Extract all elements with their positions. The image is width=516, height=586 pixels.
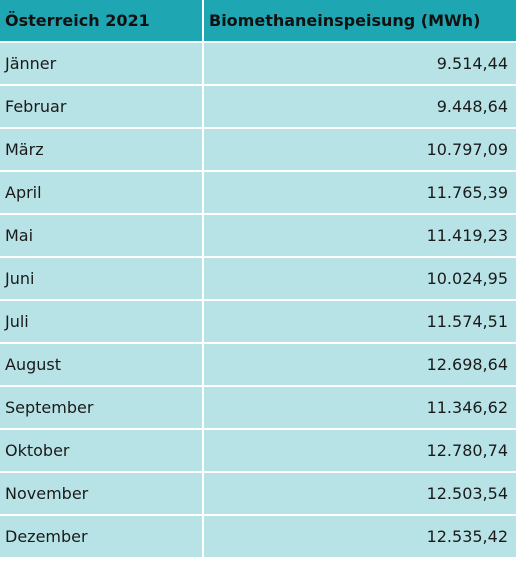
month-cell: Februar [0,84,204,129]
month-cell: November [0,471,204,516]
table-row: Februar 9.448,64 [0,84,516,129]
month-cell: April [0,170,204,215]
month-cell: Juli [0,299,204,344]
table-row: März 10.797,09 [0,127,516,172]
month-cell: Dezember [0,514,204,557]
value-cell: 10.024,95 [202,256,516,301]
table-row: November 12.503,54 [0,471,516,516]
table-header: Österreich 2021 Biomethaneinspeisung (MW… [0,0,516,43]
value-cell: 11.346,62 [202,385,516,430]
month-cell: Mai [0,213,204,258]
value-cell: 9.448,64 [202,84,516,129]
value-cell: 9.514,44 [202,41,516,86]
value-cell: 12.503,54 [202,471,516,516]
value-cell: 12.535,42 [202,514,516,557]
value-cell: 10.797,09 [202,127,516,172]
value-cell: 11.574,51 [202,299,516,344]
table-row: August 12.698,64 [0,342,516,387]
month-cell: August [0,342,204,387]
table-row: Juli 11.574,51 [0,299,516,344]
value-cell: 12.780,74 [202,428,516,473]
header-country-year: Österreich 2021 [0,0,204,43]
value-cell: 11.765,39 [202,170,516,215]
table-row: Mai 11.419,23 [0,213,516,258]
month-cell: März [0,127,204,172]
table-row: Oktober 12.780,74 [0,428,516,473]
table-row: Juni 10.024,95 [0,256,516,301]
biomethane-table: Österreich 2021 Biomethaneinspeisung (MW… [0,0,516,557]
header-row: Österreich 2021 Biomethaneinspeisung (MW… [0,0,516,43]
table-body: Jänner 9.514,44 Februar 9.448,64 März 10… [0,41,516,557]
header-biomethane-mwh: Biomethaneinspeisung (MWh) [202,0,516,43]
table-row: Dezember 12.535,42 [0,514,516,557]
table-row: Jänner 9.514,44 [0,41,516,86]
value-cell: 11.419,23 [202,213,516,258]
value-cell: 12.698,64 [202,342,516,387]
month-cell: Jänner [0,41,204,86]
table-row: September 11.346,62 [0,385,516,430]
month-cell: September [0,385,204,430]
month-cell: Oktober [0,428,204,473]
table-row: April 11.765,39 [0,170,516,215]
month-cell: Juni [0,256,204,301]
